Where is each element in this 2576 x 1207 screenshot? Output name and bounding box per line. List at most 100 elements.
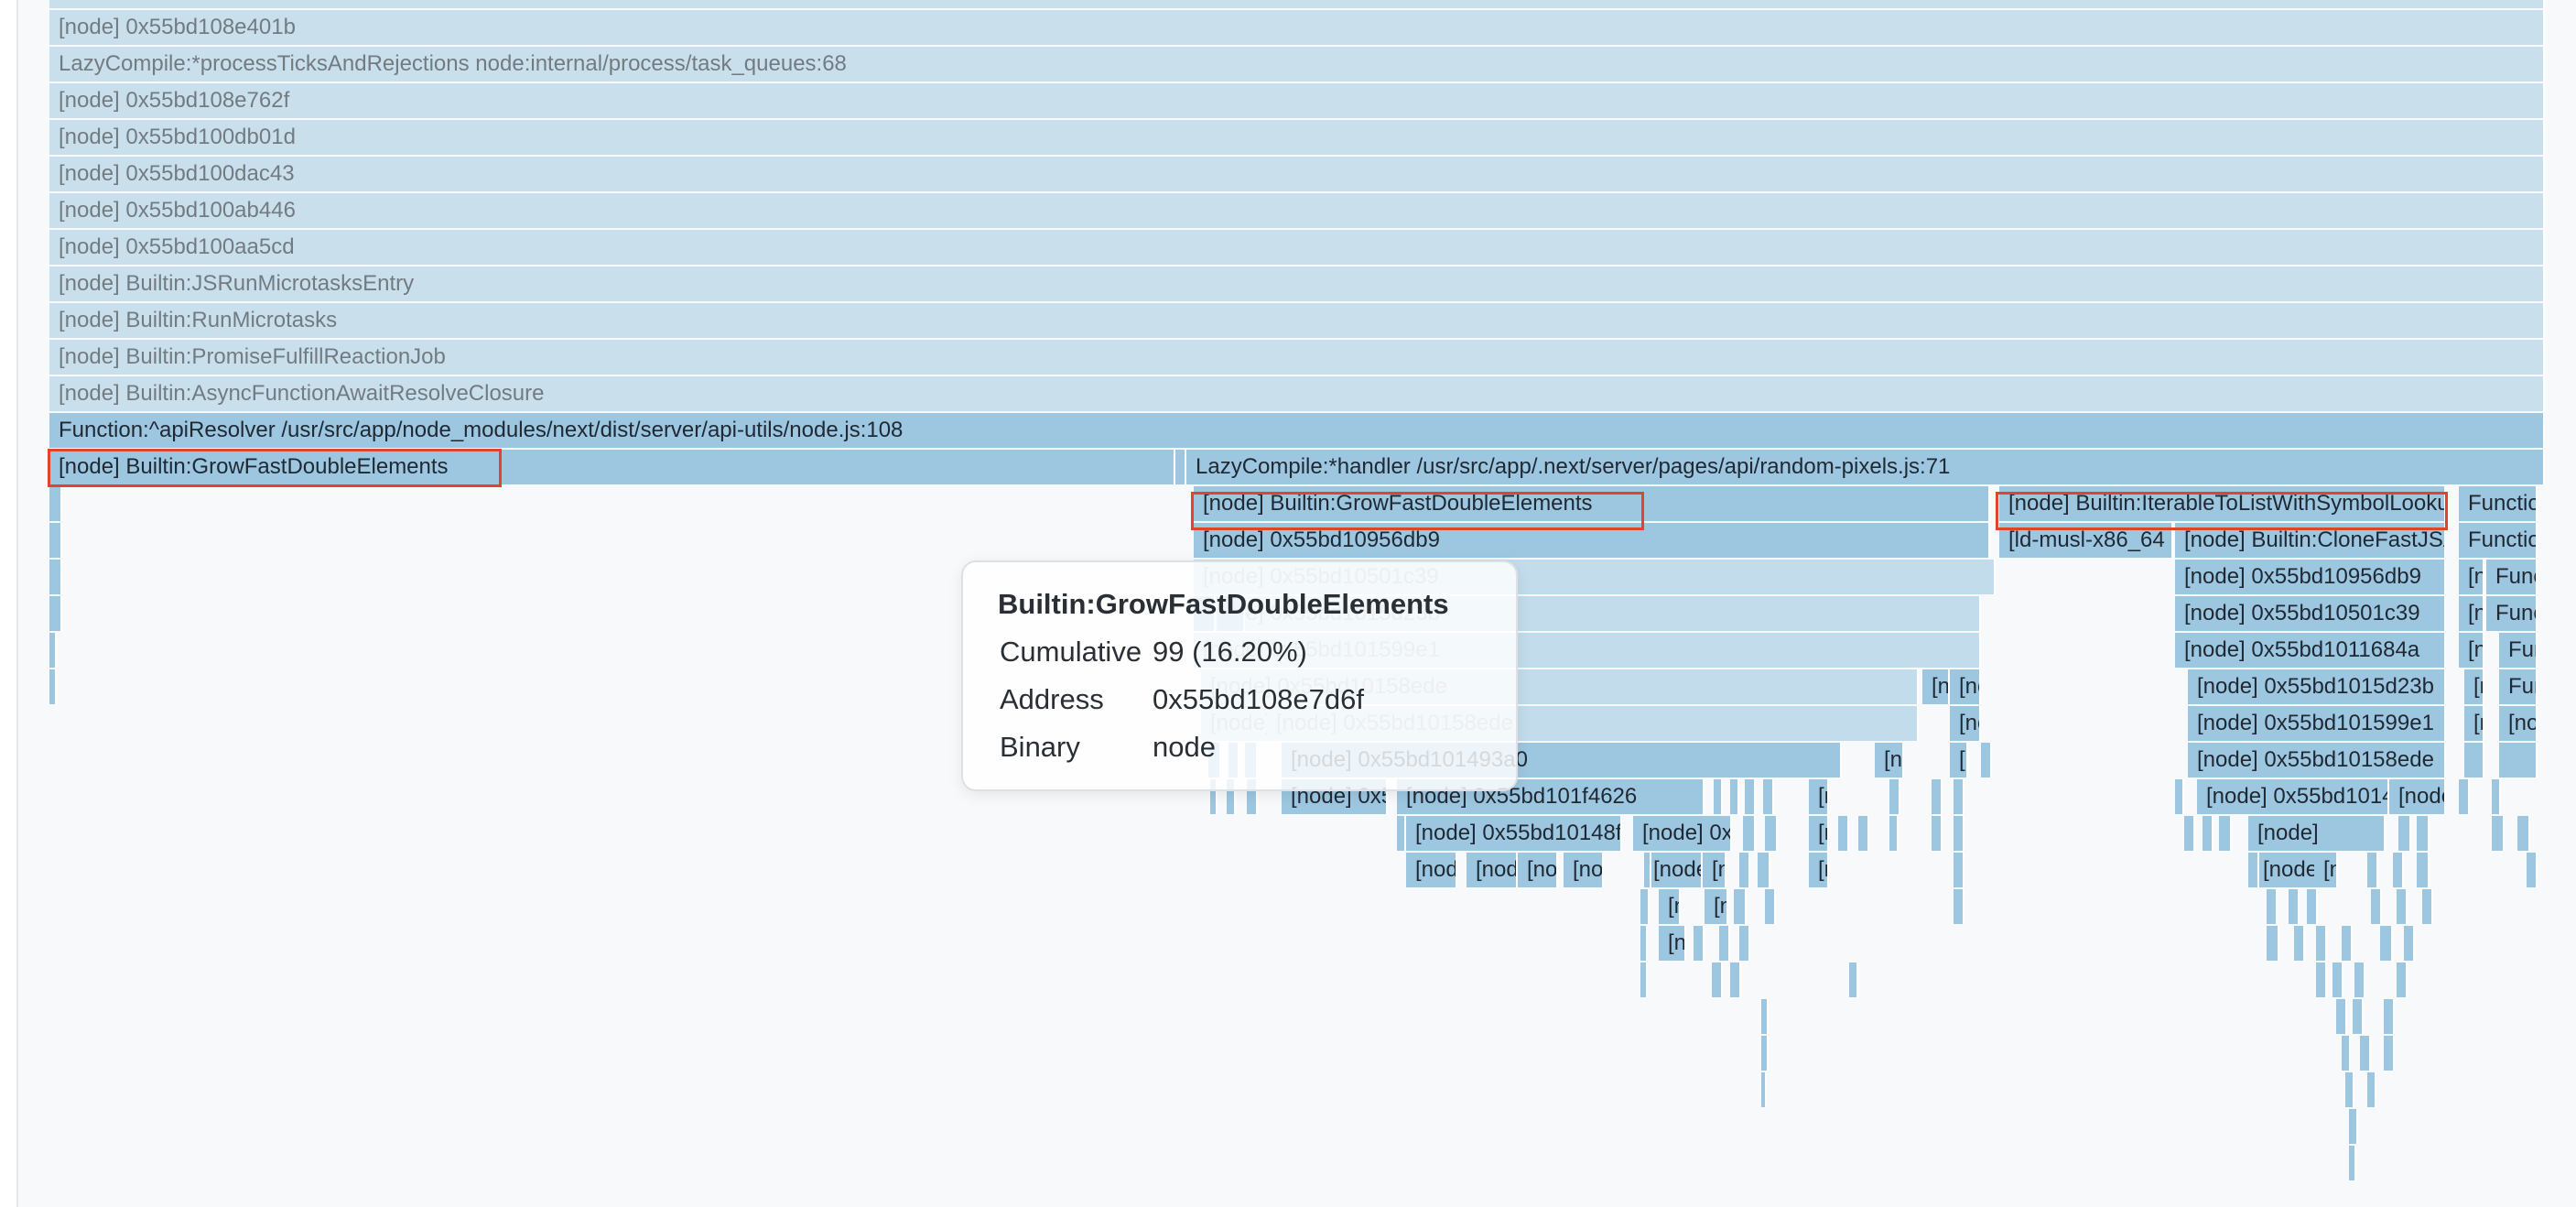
frame-sliver-5[interactable]	[1981, 743, 1992, 777]
frame-sliver-67[interactable]	[2316, 962, 2327, 997]
frame-sliver-69[interactable]	[2354, 962, 2365, 997]
frame-sliver-42[interactable]	[2527, 853, 2538, 887]
frame-stack-8[interactable]: [node] Builtin:RunMicrotasks	[49, 303, 2545, 338]
frame-stack-10[interactable]: [node] Builtin:AsyncFunctionAwaitResolve…	[49, 376, 2545, 411]
frame-sliver-30[interactable]	[2398, 816, 2411, 851]
frame-sliver-12[interactable]	[1763, 779, 1774, 814]
frame-right-10158e[interactable]: [node] 0x55bd10158ede	[2188, 743, 2446, 777]
frame-sliver-39[interactable]	[2367, 853, 2378, 887]
frame-nc-d[interactable]: [node]	[1564, 853, 1604, 887]
frame-addr-0-short[interactable]: [node] 0x55bd10147e8a	[1633, 816, 1732, 851]
frame-left-col[interactable]	[49, 596, 62, 631]
frame-sliver-34[interactable]	[1644, 853, 1651, 887]
frame-stack-9[interactable]: [node] Builtin:PromiseFulfillReactionJob	[49, 340, 2545, 375]
frame-right-101599[interactable]: [node] 0x55bd101599e1	[2188, 706, 2446, 741]
frame-stack-1[interactable]: LazyCompile:*processTicksAndRejections n…	[49, 47, 2545, 82]
frame-x-q[interactable]: [node]	[1705, 889, 1728, 924]
frame-sliver-51[interactable]	[2397, 889, 2408, 924]
frame-sliver-71[interactable]	[1761, 999, 1769, 1034]
frame-sliver-21[interactable]	[1765, 816, 1778, 851]
frame-stack-4[interactable]: [node] 0x55bd100dac43	[49, 157, 2545, 191]
frame-addr-956db9[interactable]: [node] 0x55bd10956db9	[1194, 523, 1990, 558]
frame-sliver-31[interactable]	[2417, 816, 2430, 851]
frame-sliver-32[interactable]	[2492, 816, 2505, 851]
frame-left-col[interactable]	[49, 523, 62, 558]
frame-x-e[interactable]: [node]	[2464, 669, 2484, 704]
frame-sliver-82[interactable]	[2349, 1109, 2358, 1144]
frame-sliver-50[interactable]	[2371, 889, 2382, 924]
frame-sliver-79[interactable]	[1761, 1072, 1767, 1107]
frame-x-d[interactable]: [node]	[1950, 669, 1981, 704]
frame-addr-1014x[interactable]: [node] 0x55bd10148f1c	[1406, 816, 1622, 851]
frame-sliver-77[interactable]	[2360, 1036, 2371, 1071]
frame-handler[interactable]: LazyCompile:*handler /usr/src/app/.next/…	[1186, 450, 2545, 484]
frame-x-i[interactable]: [node]	[2499, 706, 2538, 741]
frame-sliver-80[interactable]	[2345, 1072, 2354, 1107]
frame-sliver-22[interactable]	[1838, 816, 1849, 851]
frame-right-n[interactable]: [node] 0x55bd101f4626	[2389, 779, 2446, 814]
frame-sliver-65[interactable]	[1730, 962, 1741, 997]
frame-sliver-49[interactable]	[2307, 889, 2318, 924]
frame-sliver-7[interactable]	[1227, 779, 1236, 814]
frame-x-n[interactable]: [node]	[1809, 853, 1829, 887]
frame-sliver-13[interactable]	[1889, 779, 1900, 814]
frame-fa-f4[interactable]: Function	[2499, 669, 2538, 704]
frame-sliver-63[interactable]	[1640, 962, 1648, 997]
frame-sliver[interactable]	[1175, 450, 1186, 484]
frame-grow-fast-mid[interactable]: [node] Builtin:GrowFastDoubleElements	[1194, 486, 1990, 521]
frame-sliver-46[interactable]	[1954, 889, 1964, 924]
frame-sliver-74[interactable]	[2384, 999, 2395, 1034]
frame-x-j[interactable]: [node]	[1875, 743, 1904, 777]
frame-sliver-59[interactable]	[2316, 926, 2327, 961]
frame-sliver-61[interactable]	[2380, 926, 2393, 961]
frame-sliver-36[interactable]	[1758, 853, 1770, 887]
frame-sliver-75[interactable]	[1761, 1036, 1769, 1071]
frame-sliver-43[interactable]	[1640, 889, 1650, 924]
frame-nc-a[interactable]: [node]	[1406, 853, 1457, 887]
frame-x-r[interactable]: [node]	[1659, 926, 1686, 961]
frame-sliver-45[interactable]	[1765, 889, 1776, 924]
frame-x-m[interactable]: [node]	[1809, 816, 1829, 851]
frame-nc-b[interactable]: [node]	[1467, 853, 1518, 887]
frame-x-a[interactable]: [node]	[2459, 596, 2484, 631]
frame-clone-fast[interactable]: [node] Builtin:CloneFastJSArray	[2175, 523, 2446, 558]
frame-nc-e[interactable]: [node]	[1644, 853, 1703, 887]
frame-sliver-24[interactable]	[1889, 816, 1899, 851]
frame-sliver-57[interactable]	[2267, 926, 2279, 961]
frame-right-node[interactable]: [node]	[2248, 816, 2386, 851]
frame-stack-3[interactable]: [node] 0x55bd100db01d	[49, 120, 2545, 155]
frame-sliver-17[interactable]	[2459, 779, 2470, 814]
frame-sliver-66[interactable]	[1849, 962, 1858, 997]
frame-stack-0[interactable]: [node] 0x55bd108e401b	[49, 10, 2545, 45]
frame-sliver-10[interactable]	[1730, 779, 1739, 814]
frame-sliver-73[interactable]	[2353, 999, 2364, 1034]
frame-x-p[interactable]: [node]	[1659, 889, 1681, 924]
frame-sliver-9[interactable]	[1714, 779, 1723, 814]
frame-sliver-56[interactable]	[1739, 926, 1750, 961]
frame-x-c[interactable]: [node]	[1922, 669, 1950, 704]
frame-fa-fu1[interactable]: Function	[2486, 560, 2538, 594]
frame-sliver-70[interactable]	[2397, 962, 2408, 997]
frame-sliver-81[interactable]	[2367, 1072, 2376, 1107]
frame-sliver-60[interactable]	[2342, 926, 2353, 961]
frame-stack-2[interactable]: [node] 0x55bd108e762f	[49, 83, 2545, 118]
frame-x-h[interactable]: [node]	[2464, 706, 2484, 741]
frame-fa-f3[interactable]: Function	[2499, 633, 2538, 668]
frame-function-a[interactable]: Function	[2459, 486, 2538, 521]
frame-sliver-26[interactable]	[1954, 816, 1964, 851]
frame-sliver-33[interactable]	[2517, 816, 2530, 851]
frame-sliver-28[interactable]	[2203, 816, 2213, 851]
frame-sliver-48[interactable]	[2289, 889, 2300, 924]
frame-right-956db9[interactable]: [node] 0x55bd10956db9	[2175, 560, 2446, 594]
frame-api-resolver[interactable]: Function:^apiResolver /usr/src/app/node_…	[49, 413, 2545, 448]
frame-sliver-20[interactable]	[1743, 816, 1756, 851]
frame-sliver-58[interactable]	[2294, 926, 2305, 961]
frame-sliver[interactable]	[2499, 743, 2538, 777]
frame-x-o[interactable]: [node]	[2314, 853, 2338, 887]
frame-x-k[interactable]: [node]	[1950, 743, 1968, 777]
frame-sliver-16[interactable]	[2175, 779, 2184, 814]
frame-sliver-78[interactable]	[2384, 1036, 2395, 1071]
frame-right-55bd1[interactable]: [node] 0x55bd101493a0	[2197, 779, 2389, 814]
frame-sliver-52[interactable]	[2422, 889, 2433, 924]
